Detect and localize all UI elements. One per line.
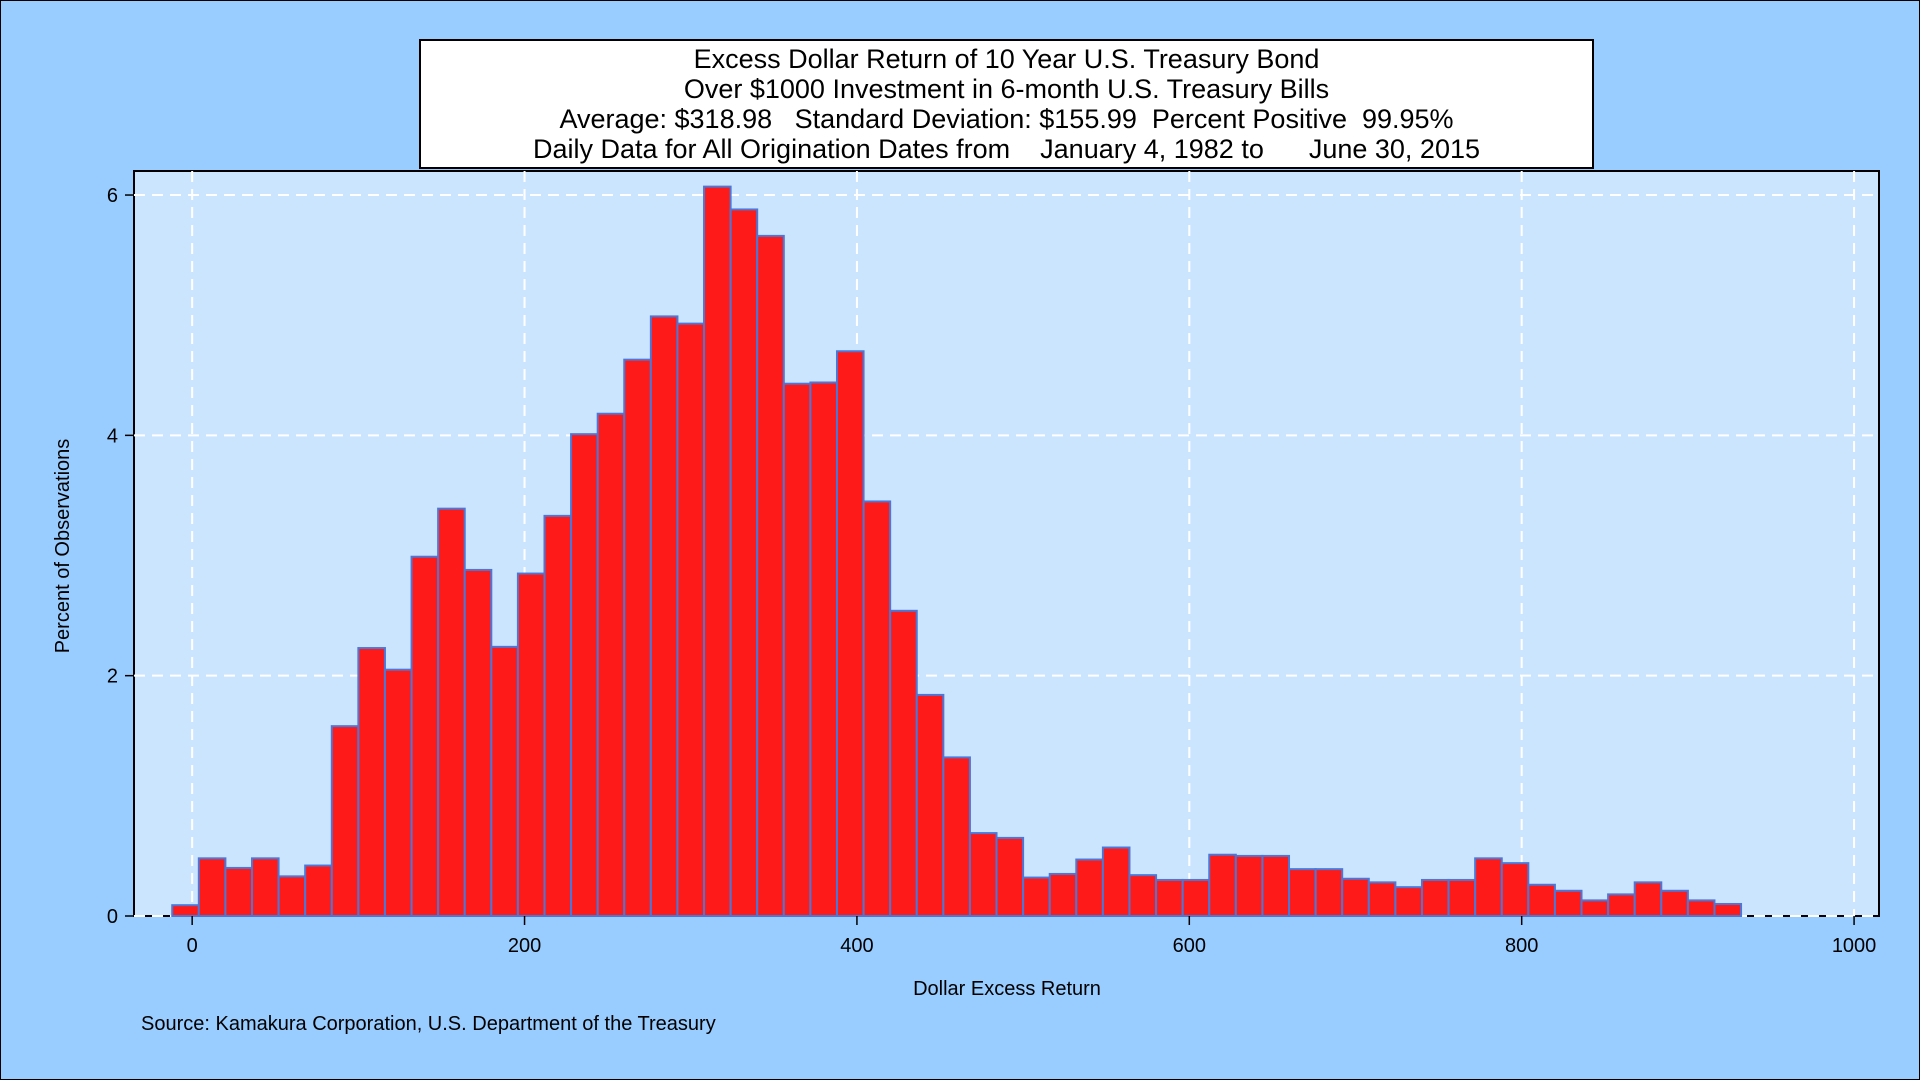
histogram-bar — [1128, 874, 1158, 917]
histogram-bar — [543, 514, 573, 917]
histogram-bar — [1660, 889, 1689, 917]
histogram-bar — [1234, 854, 1264, 918]
histogram-bar — [1181, 878, 1211, 917]
y-tick-label: 4 — [107, 425, 118, 447]
chart-title-line-1: Excess Dollar Return of 10 Year U.S. Tre… — [693, 44, 1320, 74]
histogram-bar — [357, 647, 386, 918]
histogram-bar — [1527, 883, 1556, 917]
histogram-bar — [1208, 853, 1237, 917]
histogram-bar — [437, 507, 466, 917]
histogram-bar — [197, 857, 227, 917]
histogram-bar — [1261, 854, 1291, 918]
histogram-bar — [623, 358, 652, 918]
histogram-bar — [756, 234, 785, 918]
histogram-bar — [1713, 902, 1743, 918]
x-tick-label: 200 — [508, 935, 541, 957]
chart-title-box: Excess Dollar Return of 10 Year U.S. Tre… — [419, 39, 1594, 169]
histogram-bar — [729, 208, 759, 918]
bar-layer — [171, 185, 1743, 918]
x-axis-title: Dollar Excess Return — [913, 978, 1101, 1000]
histogram-bar — [1048, 872, 1078, 917]
y-tick-label: 2 — [107, 666, 118, 688]
histogram-bar — [224, 866, 253, 918]
histogram-bar — [835, 350, 865, 917]
histogram-bar — [1553, 889, 1583, 917]
y-tick-label: 6 — [107, 185, 118, 207]
histogram-bar — [1288, 868, 1317, 917]
source-note: Source: Kamakura Corporation, U.S. Depar… — [141, 1013, 716, 1035]
histogram-bar — [277, 875, 307, 918]
histogram-bar — [995, 836, 1025, 917]
histogram-bar — [942, 756, 971, 917]
histogram-bar — [250, 857, 280, 917]
histogram-bar — [889, 609, 918, 918]
histogram-bar — [915, 693, 945, 917]
histogram-bar — [1580, 899, 1610, 917]
histogram-bar — [1500, 862, 1530, 917]
histogram-bar — [570, 433, 599, 917]
y-tick-label: 0 — [107, 906, 118, 928]
histogram-bar — [410, 555, 440, 917]
x-tick-label: 800 — [1505, 935, 1538, 957]
histogram-bar — [1394, 886, 1423, 918]
histogram-bar — [1075, 858, 1104, 917]
histogram-bar — [649, 315, 679, 918]
histogram-bar — [1474, 857, 1503, 917]
histogram-bar — [330, 725, 360, 917]
histogram-bar — [809, 381, 838, 917]
histogram-bar — [703, 185, 732, 917]
histogram-bar — [1314, 868, 1344, 917]
axis-layer: 0 200 400 600 800 1000 0 2 4 6 — [107, 185, 1876, 957]
histogram-bar — [782, 382, 812, 917]
histogram-bar — [383, 668, 413, 918]
histogram-bar — [596, 412, 626, 917]
histogram-bar — [490, 645, 519, 917]
histogram-bar — [1420, 878, 1450, 917]
x-tick-label: 0 — [187, 935, 198, 957]
x-tick-label: 600 — [1173, 935, 1206, 957]
histogram-bar — [171, 904, 200, 918]
histogram-bar — [1686, 899, 1716, 917]
histogram-bar — [862, 500, 892, 917]
y-axis-title: Percent of Observations — [52, 439, 74, 654]
histogram-bar — [304, 864, 333, 918]
chart-title-line-4: Daily Data for All Origination Dates fro… — [532, 134, 1480, 164]
histogram-bar — [1341, 877, 1370, 917]
histogram-bar — [1607, 893, 1636, 918]
histogram-bar — [1367, 881, 1397, 918]
histogram-bar — [676, 322, 706, 917]
histogram-bar — [1155, 878, 1184, 917]
histogram-bar — [1101, 846, 1131, 917]
histogram-bar — [1022, 876, 1051, 918]
histogram-bar — [968, 832, 998, 917]
histogram-bar — [1447, 878, 1477, 917]
x-tick-label: 1000 — [1832, 935, 1877, 957]
histogram-bar — [516, 572, 546, 918]
histogram-bar — [463, 568, 493, 917]
x-tick-label: 400 — [840, 935, 873, 957]
chart-title-line-2: Over $1000 Investment in 6-month U.S. Tr… — [683, 74, 1330, 104]
chart-title-line-3: Average: $318.98 Standard Deviation: $15… — [559, 104, 1454, 134]
histogram-bar — [1633, 881, 1663, 918]
